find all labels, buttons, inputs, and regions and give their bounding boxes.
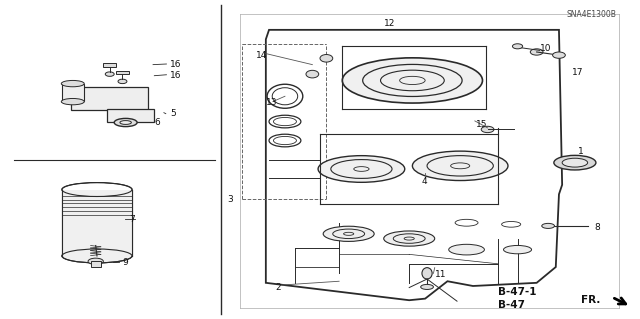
Text: 8: 8: [594, 223, 600, 232]
Bar: [72, 87, 148, 110]
Text: 17: 17: [572, 68, 583, 77]
Text: 4: 4: [422, 177, 428, 186]
Text: B-47: B-47: [499, 300, 525, 310]
Ellipse shape: [384, 231, 435, 246]
Ellipse shape: [61, 80, 84, 87]
Text: 10: 10: [540, 44, 551, 53]
Text: 9: 9: [122, 258, 128, 267]
Ellipse shape: [61, 99, 84, 105]
Ellipse shape: [320, 55, 333, 62]
Ellipse shape: [541, 223, 554, 228]
Ellipse shape: [62, 249, 132, 263]
Ellipse shape: [552, 52, 565, 58]
Ellipse shape: [481, 126, 494, 133]
Text: 7: 7: [129, 215, 134, 224]
Text: 15: 15: [476, 120, 488, 129]
Text: B-47-1: B-47-1: [499, 287, 537, 297]
Ellipse shape: [306, 70, 319, 78]
Text: 2: 2: [275, 283, 281, 292]
Ellipse shape: [114, 118, 137, 127]
Text: 11: 11: [435, 271, 446, 279]
Text: FR.: FR.: [581, 295, 600, 305]
Text: 16: 16: [170, 60, 182, 69]
Ellipse shape: [318, 156, 404, 182]
Bar: [106, 109, 154, 122]
Text: 16: 16: [170, 71, 182, 80]
Ellipse shape: [342, 58, 483, 103]
Bar: [91, 261, 100, 267]
Ellipse shape: [88, 258, 103, 264]
Ellipse shape: [412, 151, 508, 181]
Bar: [116, 70, 129, 74]
Ellipse shape: [531, 49, 543, 55]
Bar: [62, 189, 132, 256]
Ellipse shape: [120, 121, 131, 124]
Text: 1: 1: [578, 147, 584, 156]
Ellipse shape: [323, 226, 374, 241]
Bar: [62, 84, 84, 101]
Ellipse shape: [554, 155, 596, 170]
Ellipse shape: [562, 158, 588, 167]
Text: 13: 13: [266, 98, 277, 107]
Bar: [103, 63, 116, 67]
Text: SNA4E1300B: SNA4E1300B: [566, 10, 616, 19]
Ellipse shape: [118, 79, 127, 84]
Text: 12: 12: [384, 19, 395, 28]
Text: 6: 6: [154, 118, 160, 127]
Text: 5: 5: [170, 109, 176, 118]
Text: 3: 3: [228, 195, 234, 204]
Ellipse shape: [449, 244, 484, 255]
Ellipse shape: [105, 72, 114, 76]
Ellipse shape: [504, 245, 532, 254]
Ellipse shape: [420, 285, 433, 289]
Ellipse shape: [422, 268, 432, 279]
Text: 14: 14: [256, 51, 268, 60]
Ellipse shape: [513, 44, 523, 49]
